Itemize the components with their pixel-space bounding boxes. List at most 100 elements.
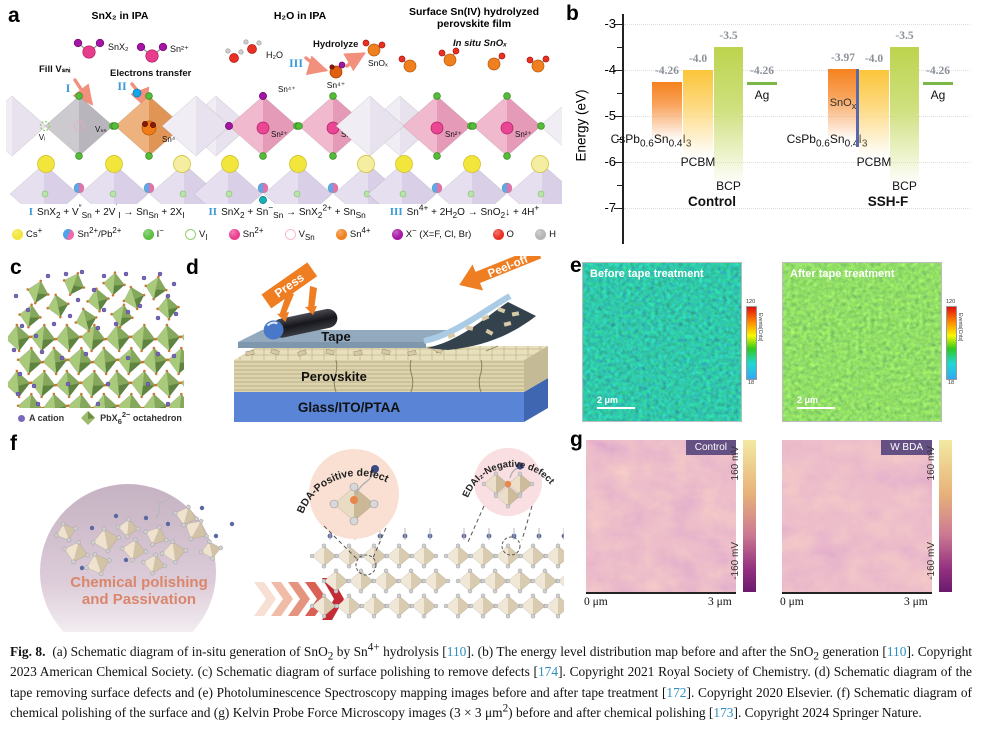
citation-110[interactable]: 110 xyxy=(446,644,467,659)
svg-text:Vᵢ: Vᵢ xyxy=(39,133,46,142)
svg-text:Sn⁴⁺: Sn⁴⁺ xyxy=(327,80,346,90)
legend-item: H xyxy=(535,229,556,240)
y-major-tick xyxy=(614,24,623,26)
energy-value: -4.26 xyxy=(655,64,679,77)
peel-off-arrow: Peel-off xyxy=(459,247,542,291)
kpfm-colorbar-right xyxy=(939,440,952,592)
panel-a-legend: Cs+ Sn2+/Pb2+ I− VI Sn2+ VSn Sn4+ X− (X=F, Cl, … xyxy=(12,226,556,241)
energy-value: -4.0 xyxy=(864,53,884,65)
gridline xyxy=(624,162,970,163)
kpfm-right-x0: 0 μm xyxy=(780,596,804,608)
pl-after-title: After tape treatment xyxy=(790,268,895,280)
gridline xyxy=(624,116,970,117)
tape-label: Tape xyxy=(321,329,350,344)
svg-text:I: I xyxy=(66,81,71,95)
press-arrows xyxy=(277,286,317,322)
citation-172[interactable]: 172 xyxy=(666,684,687,700)
wbda-badge: W BDA xyxy=(881,440,932,455)
citation-173[interactable]: 173 xyxy=(713,705,734,721)
lattice-column: In situ SnOₓ Sn²⁺ Sn²⁺ xyxy=(335,38,562,204)
energy-level-bar xyxy=(683,70,713,158)
edai-callout-content xyxy=(481,462,535,509)
panel-c-schematic xyxy=(8,269,184,408)
citation-110b[interactable]: 110 xyxy=(886,644,907,659)
group-label: SSH-F xyxy=(867,194,909,209)
legend-item: O xyxy=(492,229,514,240)
svg-text:In situ SnOₓ: In situ SnOₓ xyxy=(453,38,507,49)
y-tick-label: -7 xyxy=(604,200,616,215)
process-text: Chemical polishing and Passivation xyxy=(70,574,208,609)
energy-level-bar xyxy=(652,81,682,142)
energy-value: -3.97 xyxy=(831,51,855,64)
legend-a-cation: A cation xyxy=(18,413,64,423)
gridline xyxy=(624,24,970,25)
reaction-equation: II SnX2 + Sn−Sn → SnX22+ + SnSn xyxy=(208,202,366,220)
svg-text:Sn²⁺: Sn²⁺ xyxy=(515,130,532,139)
pl-map-before: Before tape treatment 2 μm xyxy=(582,262,742,422)
y-major-tick xyxy=(614,116,623,118)
energy-level-bar xyxy=(828,68,858,142)
legend-octahedron: PbX62− octahedron xyxy=(80,410,182,426)
pl-map-after: After tape treatment 2 μm xyxy=(782,262,942,422)
reaction-equation: III Sn4+ + 2H2O → SnO2↓ + 4H+ xyxy=(389,202,540,220)
snox-label: SnOx xyxy=(829,96,857,111)
colorbar-before-min: 18 xyxy=(748,380,755,386)
legend-item: Sn2+ xyxy=(228,226,263,240)
colorbar-before xyxy=(746,306,757,380)
ag-level-line xyxy=(923,81,953,86)
material-label: BCP xyxy=(892,179,917,194)
panel-d-schematic: Press Peel-off Tape Perovskite Glass/ITO… xyxy=(234,247,548,422)
kpfm-cbar-right-max: 160 mV xyxy=(926,446,937,481)
y-major-tick xyxy=(614,70,623,72)
y-tick-label: -6 xyxy=(604,154,616,169)
kpfm-left-x3: 3 μm xyxy=(708,596,732,608)
polishing-dome xyxy=(40,484,216,660)
colorbar-before-max: 120 xyxy=(746,299,756,305)
gridline xyxy=(624,70,970,71)
svg-text:Peel-off: Peel-off xyxy=(486,256,530,280)
panel-a-col2-title: H₂O in IPA xyxy=(273,10,327,22)
kpfm-cbar-right-min: -160 mV xyxy=(926,542,937,580)
legend-item: I− xyxy=(142,226,164,240)
panel-d: d xyxy=(186,247,564,432)
removed-defects xyxy=(447,307,520,339)
scale-bar-after: 2 μm xyxy=(797,395,835,409)
panel-a-col1-title: SnX₂ in IPA xyxy=(91,10,149,22)
y-major-tick xyxy=(614,162,623,164)
panel-a-label: a xyxy=(8,4,20,27)
kpfm-right-x3: 3 μm xyxy=(904,596,928,608)
passivated-slab-2 xyxy=(443,528,585,619)
panel-g-label: g xyxy=(570,428,583,451)
material-label: PCBM xyxy=(856,155,892,170)
energy-value: -4.26 xyxy=(750,64,774,77)
energy-value: -4.0 xyxy=(688,53,708,65)
citation-174[interactable]: 174 xyxy=(537,664,559,680)
panel-c-label: c xyxy=(10,256,22,279)
crack-lines xyxy=(333,359,483,393)
substrate-label: Glass/ITO/PTAA xyxy=(298,400,401,415)
svg-text:III: III xyxy=(289,56,303,70)
y-minor-tick xyxy=(617,47,623,49)
svg-text:H₂O: H₂O xyxy=(266,50,283,60)
svg-text:SnOₓ: SnOₓ xyxy=(368,58,388,68)
panel-c: c A cation PbX62− octahedron xyxy=(8,256,184,432)
y-tick-label: -5 xyxy=(604,108,616,123)
energy-value: -3.5 xyxy=(895,30,914,42)
material-label: Ag xyxy=(754,87,770,102)
svg-text:Fill Vₛₙᵢ: Fill Vₛₙᵢ xyxy=(39,64,71,75)
panel-f-schematic: BDA-Positive defect EDAI₂-Negative defec… xyxy=(40,448,585,660)
pl-before-title: Before tape treatment xyxy=(590,268,704,280)
colorbar-after-label: Events[Cnts] xyxy=(957,313,963,342)
legend-item: Sn2+/Pb2+ xyxy=(63,226,121,240)
figure-caption: Fig. 8. (a) Schematic diagram of in-situ… xyxy=(10,641,973,721)
panel-c-legend: A cation PbX62− octahedron xyxy=(18,410,182,426)
svg-text:Sn⁴⁺: Sn⁴⁺ xyxy=(278,85,295,94)
energy-level-bar xyxy=(890,47,919,185)
panel-a: a SnX₂ in IPA H₂O in IPA Surface Sn(IV) … xyxy=(6,2,562,254)
group-label: Control xyxy=(688,194,736,209)
svg-text:Hydrolyze: Hydrolyze xyxy=(313,39,358,50)
y-minor-tick xyxy=(617,139,623,141)
loose-octahedra-cluster xyxy=(54,495,235,576)
